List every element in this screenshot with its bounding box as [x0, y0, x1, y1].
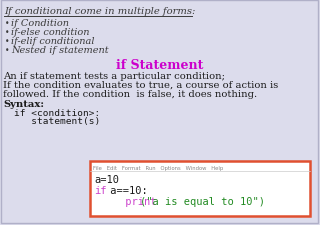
- Text: An if statement tests a particular condition;: An if statement tests a particular condi…: [3, 72, 225, 81]
- Text: •: •: [5, 37, 10, 46]
- Text: statement(s): statement(s): [14, 117, 100, 126]
- Text: Nested if statement: Nested if statement: [11, 46, 108, 55]
- Text: ("a is equal to 10"): ("a is equal to 10"): [140, 196, 265, 206]
- Text: a=10: a=10: [94, 174, 119, 184]
- Text: if-else condition: if-else condition: [11, 28, 90, 37]
- Text: if <condition>:: if <condition>:: [14, 108, 100, 117]
- Text: if-elif conditional: if-elif conditional: [11, 37, 94, 46]
- Text: •: •: [5, 46, 10, 55]
- FancyBboxPatch shape: [90, 161, 310, 216]
- Text: if: if: [94, 185, 107, 195]
- Text: Syntax:: Syntax:: [3, 99, 44, 108]
- FancyBboxPatch shape: [1, 1, 318, 223]
- Text: print: print: [94, 196, 156, 206]
- Text: if Condition: if Condition: [11, 19, 69, 28]
- Text: If conditional come in multiple forms:: If conditional come in multiple forms:: [4, 7, 196, 16]
- Text: if Statement: if Statement: [116, 59, 204, 72]
- Text: File   Edit   Format   Run   Options   Window   Help: File Edit Format Run Options Window Help: [93, 165, 223, 170]
- Text: If the condition evaluates to true, a course of action is: If the condition evaluates to true, a co…: [3, 81, 278, 90]
- Text: a==10:: a==10:: [104, 185, 148, 195]
- Text: •: •: [5, 28, 10, 37]
- Text: followed. If the condition  is false, it does nothing.: followed. If the condition is false, it …: [3, 90, 257, 99]
- Text: •: •: [5, 19, 10, 28]
